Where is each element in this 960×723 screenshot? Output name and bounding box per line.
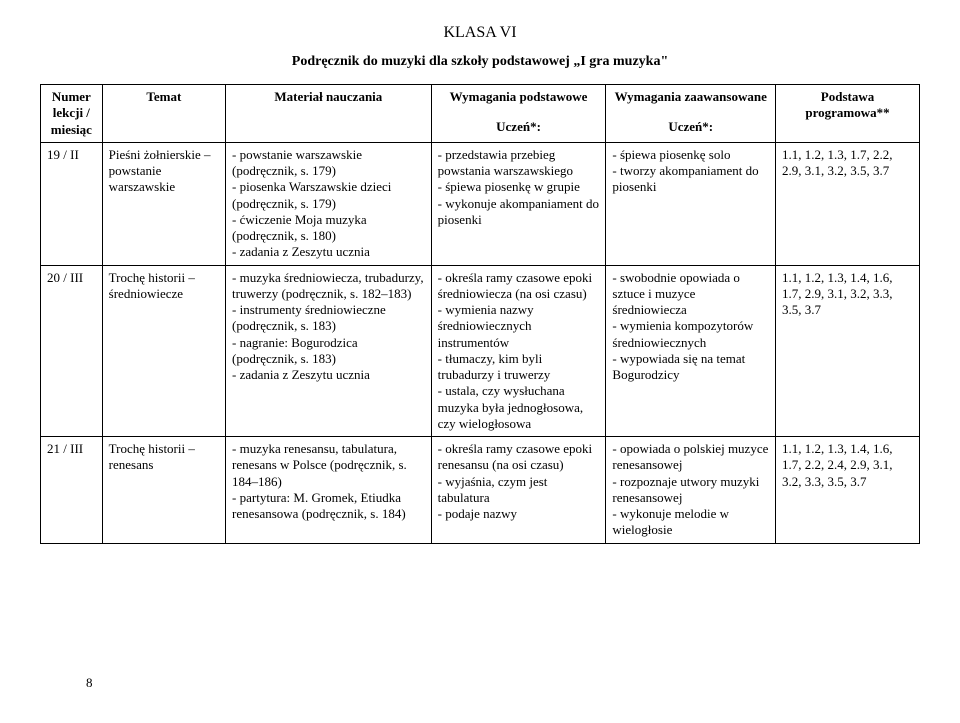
- cell-basis: 1.1, 1.2, 1.3, 1.7, 2.2, 2.9, 3.1, 3.2, …: [776, 142, 920, 265]
- col-header-basic: Wymagania podstawowe Uczeń*:: [431, 85, 606, 143]
- col-header-advanced-label: Wymagania zaawansowane: [615, 89, 767, 104]
- table-row: 20 / III Trochę historii – średniowiecze…: [41, 265, 920, 437]
- cell-material: - powstanie warszawskie (podręcznik, s. …: [226, 142, 432, 265]
- cell-topic: Trochę historii – średniowiecze: [102, 265, 225, 437]
- col-header-basis: Podstawa programowa**: [776, 85, 920, 143]
- cell-topic: Pieśni żołnierskie – powstanie warszawsk…: [102, 142, 225, 265]
- cell-basis: 1.1, 1.2, 1.3, 1.4, 1.6, 1.7, 2.9, 3.1, …: [776, 265, 920, 437]
- cell-number: 20 / III: [41, 265, 103, 437]
- page-subtitle: Podręcznik do muzyki dla szkoły podstawo…: [40, 54, 920, 70]
- col-header-number: Numer lekcji / miesiąc: [41, 85, 103, 143]
- cell-topic: Trochę historii – renesans: [102, 437, 225, 544]
- cell-material: - muzyka renesansu, tabulatura, renesans…: [226, 437, 432, 544]
- page-title: KLASA VI: [40, 24, 920, 42]
- cell-advanced: - śpiewa piosenkę solo- tworzy akompania…: [606, 142, 776, 265]
- cell-basic: - przedstawia przebieg powstania warszaw…: [431, 142, 606, 265]
- cell-basic: - określa ramy czasowe epoki renesansu (…: [431, 437, 606, 544]
- col-header-basic-label: Wymagania podstawowe: [450, 89, 588, 104]
- table-row: 21 / III Trochę historii – renesans - mu…: [41, 437, 920, 544]
- cell-basis: 1.1, 1.2, 1.3, 1.4, 1.6, 1.7, 2.2, 2.4, …: [776, 437, 920, 544]
- page-number: 8: [86, 675, 93, 691]
- col-header-topic: Temat: [102, 85, 225, 143]
- table-row: 19 / II Pieśni żołnierskie – powstanie w…: [41, 142, 920, 265]
- cell-basic: - określa ramy czasowe epoki średniowiec…: [431, 265, 606, 437]
- curriculum-table: Numer lekcji / miesiąc Temat Materiał na…: [40, 84, 920, 544]
- col-header-material: Materiał nauczania: [226, 85, 432, 143]
- cell-number: 19 / II: [41, 142, 103, 265]
- col-header-advanced: Wymagania zaawansowane Uczeń*:: [606, 85, 776, 143]
- cell-advanced: - swobodnie opowiada o sztuce i muzyce ś…: [606, 265, 776, 437]
- col-header-basic-sub: Uczeń*:: [438, 119, 600, 135]
- table-header-row: Numer lekcji / miesiąc Temat Materiał na…: [41, 85, 920, 143]
- col-header-advanced-sub: Uczeń*:: [612, 119, 769, 135]
- cell-advanced: - opowiada o polskiej muzyce renesansowe…: [606, 437, 776, 544]
- table-body: 19 / II Pieśni żołnierskie – powstanie w…: [41, 142, 920, 543]
- cell-number: 21 / III: [41, 437, 103, 544]
- cell-material: - muzyka średniowiecza, trubadurzy, truw…: [226, 265, 432, 437]
